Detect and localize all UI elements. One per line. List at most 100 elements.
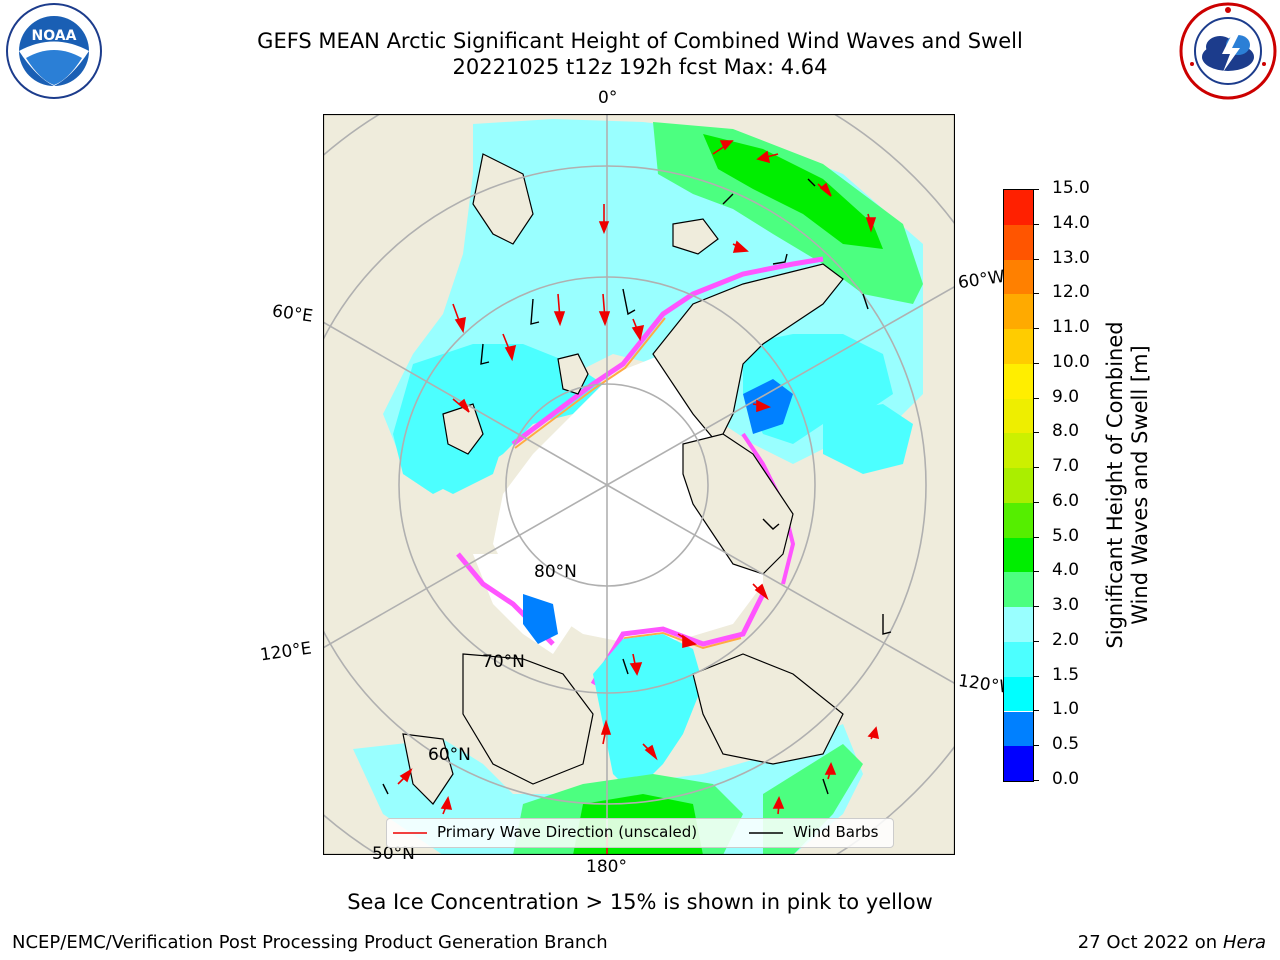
chart-subtitle: 20221025 t12z 192h fcst Max: 4.64 [452,55,828,79]
footer-host: Hera [1222,932,1266,953]
colorbar [1003,189,1034,782]
lon-label-0: 0° [598,88,618,108]
colorbar-tick-mark [1033,362,1039,364]
colorbar-tick-label: 5.0 [1052,525,1080,546]
lat-label-60: 60°N [428,745,471,765]
lat-label-80: 80°N [534,562,577,582]
lat-label-50: 50°N [372,844,415,864]
colorbar-segment [1004,711,1033,747]
colorbar-tick-mark [1033,397,1039,399]
colorbar-tick-mark [1033,432,1039,434]
chukotka [462,653,594,785]
nws-logo [1179,2,1277,100]
lon-label-60e: 60°E [270,301,315,327]
colorbar-label-line1: Significant Height of Combined [1103,321,1127,649]
colorbar-segment [1004,746,1033,781]
lon-label-120e: 120°E [258,638,313,666]
legend-primary-wave-label: Primary Wave Direction (unscaled) [437,823,698,841]
ice-edge-atlantic-inner [514,317,666,449]
colorbar-segment [1004,398,1033,434]
ice-edge-atlantic [511,256,824,446]
ocean-chukchi [593,634,703,794]
footer-date: 27 Oct 2022 on Hera [1078,932,1266,953]
colorbar-tick-mark [1033,467,1039,469]
lat-label-70: 70°N [482,652,525,672]
colorbar-label: Significant Height of Combined Wind Wave… [1103,321,1153,648]
colorbar-segment [1004,641,1033,677]
colorbar-tick-label: 12.0 [1052,282,1090,303]
colorbar-tick-label: 2.0 [1052,629,1080,650]
ocean-east-siberian [523,594,558,644]
lon-label-180: 180° [586,857,627,877]
colorbar-tick-label: 7.0 [1052,456,1080,477]
kamchatka [402,733,454,805]
colorbar-tick-mark [1033,501,1039,503]
canada-archipelago [682,433,794,575]
ice-central [493,354,763,644]
colorbar-tick-label: 10.0 [1052,351,1090,372]
map-legend: Primary Wave Direction (unscaled) Wind B… [386,818,894,848]
map-frame [323,114,955,855]
legend-red-line [393,832,427,834]
colorbar-segment [1004,572,1033,608]
colorbar-segment [1004,502,1033,538]
svalbard [557,353,589,395]
colorbar-tick-mark [1033,745,1039,747]
colorbar-tick-label: 13.0 [1052,247,1090,268]
swell-strong-atlantic [703,134,883,249]
colorbar-segment [1004,224,1033,260]
alaska [692,653,844,765]
greenland [652,263,844,446]
legend-wind-barbs-label: Wind Barbs [793,823,879,841]
colorbar-tick-mark [1033,780,1039,781]
colorbar-tick-label: 6.0 [1052,490,1080,511]
colorbar-tick-mark [1033,328,1039,330]
colorbar-tick-label: 15.0 [1052,178,1090,198]
colorbar-tick-mark [1033,223,1039,225]
colorbar-tick-mark [1033,606,1039,608]
colorbar-tick-label: 9.0 [1052,386,1080,407]
colorbar-tick-mark [1033,675,1039,677]
colorbar-segment [1004,329,1033,364]
colorbar-segment [1004,468,1033,503]
colorbar-tick-mark [1033,258,1039,260]
svg-text:NOAA: NOAA [32,28,77,44]
colorbar-label-line2: Wind Waves and Swell [m] [1128,345,1152,625]
colorbar-tick-label: 4.0 [1052,560,1080,581]
colorbar-segment [1004,607,1033,642]
colorbar-segment [1004,190,1033,225]
colorbar-tick-label: 0.5 [1052,734,1080,755]
footer-branch: NCEP/EMC/Verification Post Processing Pr… [12,932,608,953]
colorbar-tick-label: 8.0 [1052,421,1080,442]
colorbar-tick-mark [1033,536,1039,538]
noaa-logo: NOAA [6,3,102,99]
ocean-hudson [823,404,913,474]
arctic-map [323,114,955,855]
wind-barbs [382,178,892,795]
colorbar-tick-mark [1033,710,1039,712]
scandinavia [472,153,534,245]
colorbar-segment [1004,294,1033,330]
iceland [672,218,719,255]
legend-black-line [749,832,783,834]
colorbar-tick-mark [1033,571,1039,573]
colorbar-segment [1004,363,1033,399]
colorbar-segment [1004,537,1033,573]
footer-date-text: 27 Oct 2022 on [1077,932,1223,953]
colorbar-segment [1004,433,1033,469]
colorbar-tick-label: 3.0 [1052,595,1080,616]
colorbar-segment [1004,259,1033,295]
chart-title: GEFS MEAN Arctic Significant Height of C… [257,29,1023,53]
colorbar-tick-label: 0.0 [1052,769,1080,789]
colorbar-segment [1004,676,1033,712]
gridlines [323,114,955,855]
colorbar-tick-mark [1033,293,1039,295]
sea-ice-caption: Sea Ice Concentration > 15% is shown in … [347,890,933,914]
lon-label-60w: 60°W [956,266,1007,294]
colorbar-tick-mark [1033,640,1039,642]
colorbar-tick-label: 1.0 [1052,699,1080,720]
colorbar-tick-label: 11.0 [1052,317,1090,338]
colorbar-tick-mark [1033,189,1039,190]
colorbar-tick-label: 14.0 [1052,212,1090,233]
wave-direction-arrows [397,140,880,855]
